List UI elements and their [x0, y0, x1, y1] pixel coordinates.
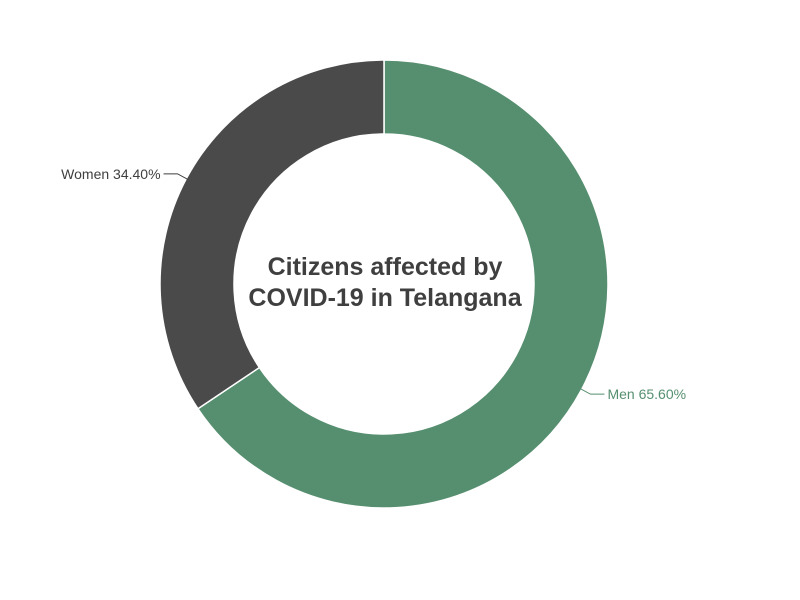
slice-labels: Men 65.60% Women 34.40% — [61, 166, 686, 402]
slice-label-women: Women 34.40% — [61, 166, 160, 182]
chart-title: Citizens affected by COVID-19 in Telanga… — [248, 253, 522, 312]
slice-women — [159, 59, 385, 410]
slice-men — [196, 59, 609, 509]
leader-line-men — [579, 388, 605, 395]
label-leader-lines — [163, 173, 605, 395]
leader-line-women — [163, 173, 189, 180]
donut-slices — [159, 59, 609, 509]
slice-label-men: Men 65.60% — [607, 386, 686, 402]
